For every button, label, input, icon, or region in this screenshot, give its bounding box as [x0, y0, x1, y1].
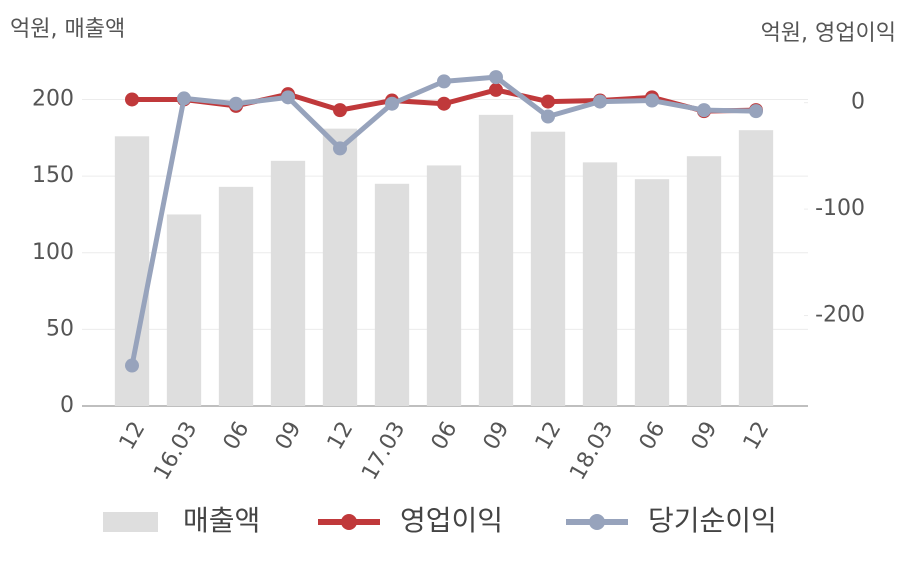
x-tick-label: 06 — [219, 418, 255, 455]
x-tick-label: 12 — [115, 418, 151, 455]
legend-label: 당기순이익 — [648, 504, 777, 537]
point — [645, 93, 659, 108]
y2-tick-label: 0 — [851, 90, 865, 115]
point — [333, 103, 347, 118]
point — [125, 358, 139, 373]
bar — [218, 186, 254, 406]
x-tick-label: 12 — [739, 418, 775, 455]
point — [437, 96, 451, 111]
point — [749, 104, 763, 119]
legend-swatch — [589, 514, 605, 530]
bar — [166, 214, 202, 406]
legend-label: 영업이익 — [400, 504, 503, 537]
y2-tick-label: -100 — [815, 196, 865, 221]
x-tick-label: 06 — [635, 418, 671, 455]
x-tick-label: 17.03 — [357, 418, 410, 485]
point — [333, 141, 347, 156]
point — [541, 109, 555, 124]
y-tick-label: 0 — [60, 393, 74, 418]
x-tick-label: 16.03 — [149, 418, 202, 485]
bar — [634, 179, 670, 406]
bar — [322, 128, 358, 406]
legend-swatch — [103, 512, 158, 532]
y-tick-label: 100 — [32, 240, 74, 265]
point — [125, 92, 139, 107]
y-axis-title: 억원, 매출액 — [10, 17, 125, 42]
x-tick-label: 12 — [323, 418, 359, 455]
x-tick-label: 06 — [427, 418, 463, 455]
y2-tick-label: -200 — [815, 303, 865, 328]
bar — [374, 183, 410, 406]
y-tick-label: 200 — [32, 87, 74, 112]
x-tick-label: 12 — [531, 418, 567, 455]
x-tick-label: 09 — [271, 418, 307, 455]
legend-swatch — [341, 514, 357, 530]
point — [541, 94, 555, 109]
x-tick-label: 09 — [479, 418, 515, 455]
bar — [530, 131, 566, 406]
point — [489, 82, 503, 97]
point — [385, 96, 399, 111]
legend-label: 매출액 — [183, 504, 260, 537]
point — [177, 91, 191, 106]
bar — [738, 130, 774, 406]
x-tick-label: 09 — [687, 418, 723, 455]
bar — [478, 114, 514, 406]
point — [697, 103, 711, 118]
point — [593, 94, 607, 109]
bar — [270, 160, 306, 406]
point — [229, 96, 243, 111]
point — [281, 90, 295, 105]
bar — [686, 156, 722, 406]
y-tick-label: 50 — [46, 316, 74, 341]
point — [437, 74, 451, 89]
x-tick-label: 18.03 — [565, 418, 618, 485]
bar — [582, 162, 618, 406]
y2-axis-title: 억원, 영업이익 — [761, 21, 896, 46]
bar — [426, 165, 462, 406]
y-tick-label: 150 — [32, 163, 74, 188]
point — [489, 70, 503, 85]
